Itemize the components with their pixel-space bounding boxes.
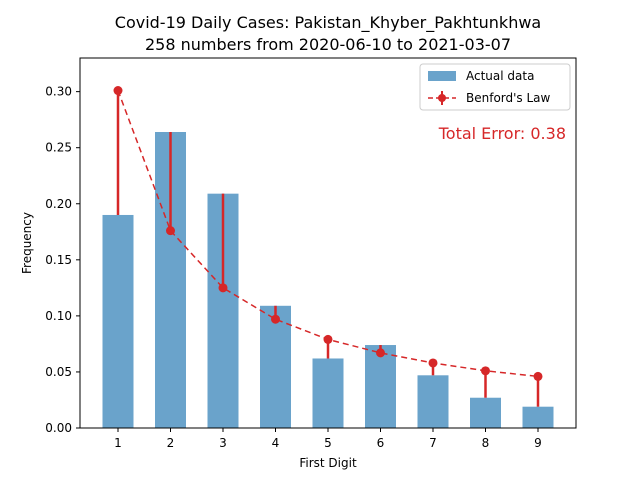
bar-digit-8 — [470, 397, 501, 428]
x-tick-label: 9 — [534, 436, 542, 450]
x-tick-label: 6 — [377, 436, 385, 450]
bar-digit-7 — [417, 375, 449, 428]
benford-point-digit-6 — [376, 348, 385, 358]
benford-point-digit-8 — [481, 366, 490, 376]
x-tick-label: 1 — [114, 436, 122, 450]
chart-title-line2: 258 numbers from 2020-06-10 to 2021-03-0… — [145, 35, 511, 54]
benford-point-digit-3 — [218, 283, 228, 293]
plot-area — [102, 86, 554, 428]
legend-label-benford: Benford's Law — [466, 91, 551, 105]
legend-box — [419, 63, 571, 111]
y-tick-label: 0.20 — [45, 197, 72, 211]
bar-digit-1 — [102, 214, 134, 428]
y-axis: 0.00 0.05 0.10 0.15 0.20 0.25 0.30 — [45, 85, 80, 435]
chart-title-line1: Covid-19 Daily Cases: Pakistan_Khyber_Pa… — [115, 13, 541, 33]
x-tick-label: 5 — [324, 436, 332, 450]
x-tick-label: 7 — [429, 436, 437, 450]
legend: Actual data Benford's Law — [419, 63, 571, 111]
y-tick-label: 0.30 — [45, 85, 72, 99]
benford-point-digit-9 — [533, 371, 543, 381]
y-axis-label: Frequency — [20, 212, 34, 274]
bar-digit-6 — [365, 345, 396, 428]
y-tick-label: 0.00 — [45, 421, 72, 435]
y-tick-label: 0.10 — [45, 309, 72, 323]
legend-swatch-actual — [428, 71, 456, 81]
x-tick-label: 3 — [219, 436, 227, 450]
benford-point-digit-4 — [271, 314, 280, 324]
bar-digit-4 — [260, 305, 291, 428]
legend-label-actual: Actual data — [466, 69, 534, 83]
benford-point-digit-1 — [113, 86, 123, 96]
x-tick-label: 4 — [272, 436, 280, 450]
benford-point-digit-5 — [323, 334, 333, 344]
x-axis-label: First Digit — [299, 456, 357, 470]
y-tick-label: 0.15 — [45, 253, 72, 267]
total-error-annotation: Total Error: 0.38 — [438, 124, 566, 143]
y-tick-label: 0.25 — [45, 141, 72, 155]
bar-digit-5 — [312, 358, 344, 428]
x-axis: 1 2 3 4 5 6 7 8 9 — [114, 428, 542, 450]
x-tick-label: 8 — [482, 436, 490, 450]
y-tick-label: 0.05 — [45, 365, 72, 379]
x-tick-label: 2 — [167, 436, 175, 450]
legend-swatch-benford-marker — [438, 94, 446, 102]
bar-digit-9 — [522, 406, 554, 428]
benford-point-digit-7 — [428, 358, 438, 368]
benford-point-digit-2 — [166, 226, 175, 236]
